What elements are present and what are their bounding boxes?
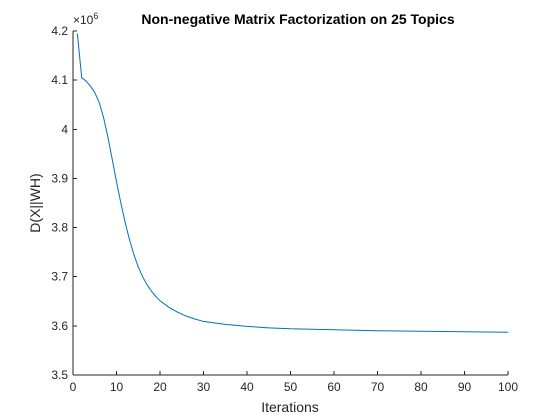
y-tick-label: 3.8: [51, 221, 68, 235]
x-tick-label: 80: [414, 380, 428, 394]
x-tick-label: 40: [240, 380, 254, 394]
y-tick-label: 3.6: [51, 319, 68, 333]
y-ticks: 3.5 3.6 3.7 3.8 3.9 4 4.1 4.2: [51, 24, 77, 382]
y-axis-exponent: ×106: [73, 11, 98, 27]
y-tick-label: 3.9: [51, 171, 68, 185]
y-tick-label: 3.7: [51, 270, 68, 284]
series-line: [76, 33, 509, 333]
y-tick-label: 4.1: [51, 73, 68, 87]
x-axis-label: Iterations: [261, 399, 319, 415]
y-tick-label: 4.2: [51, 24, 68, 38]
x-tick-label: 60: [327, 380, 341, 394]
axes: [72, 31, 508, 376]
x-tick-label: 10: [110, 380, 124, 394]
y-exponent-base: ×10: [73, 13, 94, 27]
chart-title: Non-negative Matrix Factorization on 25 …: [141, 11, 454, 27]
y-exponent-power: 6: [93, 11, 98, 21]
x-tick-label: 50: [284, 380, 298, 394]
x-ticks: 0 10 20 30 40 50 60 70 80 90 100: [70, 371, 518, 394]
y-tick-label: 4: [61, 122, 68, 136]
x-tick-label: 90: [458, 380, 472, 394]
x-tick-label: 100: [498, 380, 518, 394]
x-tick-label: 20: [153, 380, 167, 394]
series-group: [76, 33, 509, 333]
y-axis-label: D(X||WH): [27, 173, 43, 232]
x-tick-label: 70: [371, 380, 385, 394]
x-tick-label: 30: [197, 380, 211, 394]
y-tick-label: 3.5: [51, 368, 68, 382]
x-tick-label: 0: [70, 380, 77, 394]
